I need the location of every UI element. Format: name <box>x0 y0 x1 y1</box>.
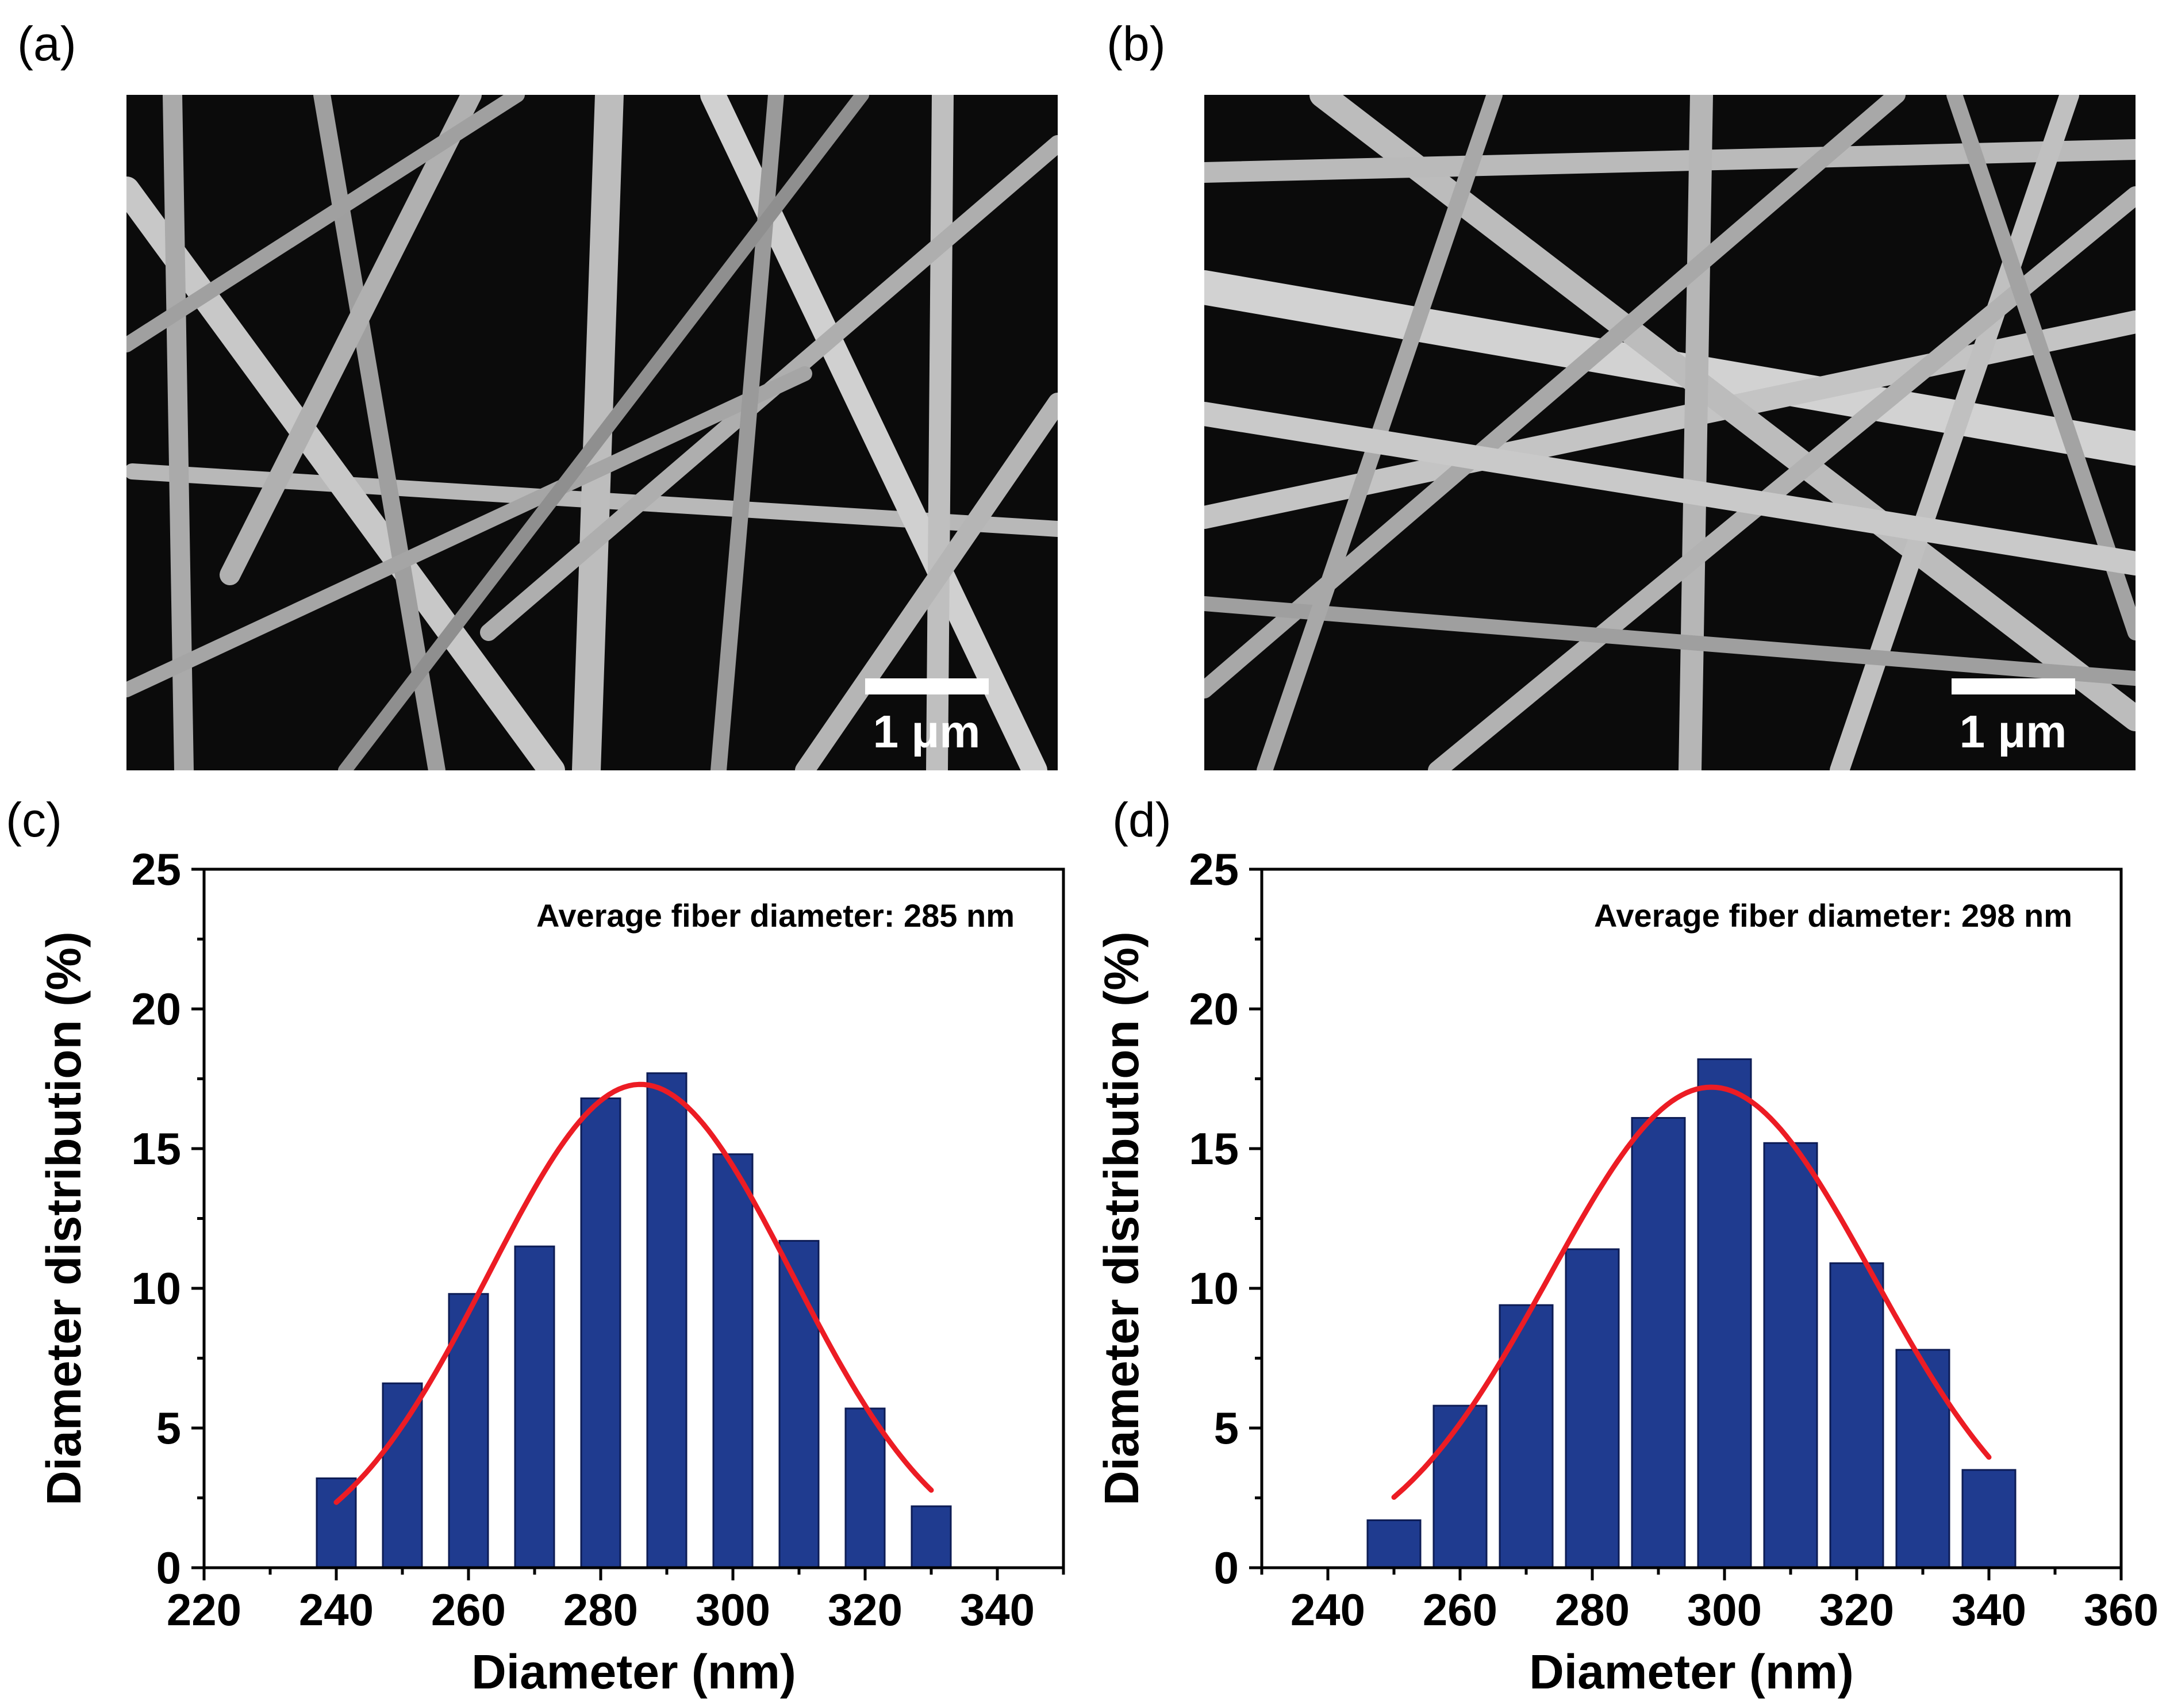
y-tick-label-d-20: 20 <box>1189 984 1239 1034</box>
y-tick-label-c-0: 0 <box>156 1542 181 1593</box>
x-axis-title-c: Diameter (nm) <box>471 1645 796 1699</box>
panel-label-c: (c) <box>6 793 62 847</box>
bar-c-250 <box>382 1382 423 1569</box>
y-tick-label-c-10: 10 <box>131 1263 181 1314</box>
bar-d-310 <box>1763 1142 1818 1569</box>
x-axis-title-d: Diameter (nm) <box>1529 1645 1854 1699</box>
x-tick-label-c-340: 340 <box>960 1584 1035 1635</box>
x-tick-label-d-260: 260 <box>1423 1584 1497 1635</box>
sem-image-a: 1 μm <box>126 95 1058 770</box>
panel-label-d: (d) <box>1112 793 1172 847</box>
bar-c-330 <box>911 1505 952 1569</box>
x-tick-label-c-260: 260 <box>431 1584 506 1635</box>
gaussian-fit-curve-c <box>333 1081 934 1505</box>
y-tick-label-d-10: 10 <box>1189 1263 1239 1314</box>
bar-d-300 <box>1697 1058 1752 1569</box>
average-diameter-annotation-d: Average fiber diameter: 298 nm <box>1594 897 2072 934</box>
y-tick-label-d-0: 0 <box>1214 1542 1239 1593</box>
bar-d-320 <box>1829 1262 1884 1569</box>
x-tick-label-d-240: 240 <box>1291 1584 1365 1635</box>
fiber-network-a <box>126 95 1058 770</box>
sem-image-b: 1 μm <box>1204 95 2136 770</box>
y-tick-label-d-15: 15 <box>1189 1123 1239 1174</box>
average-diameter-annotation-c: Average fiber diameter: 285 nm <box>536 897 1015 934</box>
x-tick-label-c-300: 300 <box>696 1584 770 1635</box>
panel-label-b: (b) <box>1107 17 1166 71</box>
y-tick-label-c-20: 20 <box>131 984 181 1034</box>
x-tick-label-c-240: 240 <box>299 1584 374 1635</box>
bar-d-270 <box>1499 1304 1554 1569</box>
x-tick-label-d-320: 320 <box>1819 1584 1894 1635</box>
bar-c-280 <box>580 1097 621 1569</box>
histogram-chart-d: 240 260 280 300 320 340 360 0 5 10 15 20 25 Diameter … <box>1094 844 2159 1699</box>
plot-frame-d <box>1260 868 2123 1569</box>
gaussian-fit-curve-d <box>1391 1084 1992 1500</box>
x-tick-label-d-300: 300 <box>1687 1584 1762 1635</box>
bar-d-250 <box>1366 1519 1422 1569</box>
y-tick-label-d-25: 25 <box>1189 844 1239 895</box>
x-tick-label-d-280: 280 <box>1555 1584 1630 1635</box>
y-tick-label-c-5: 5 <box>156 1403 181 1453</box>
bar-c-290 <box>646 1072 688 1569</box>
y-tick-label-c-15: 15 <box>131 1123 181 1174</box>
plot-frame-c <box>202 868 1065 1569</box>
y-axis-title-c: Diameter distribution (%) <box>37 931 91 1506</box>
x-tick-label-c-320: 320 <box>828 1584 902 1635</box>
scale-bar-b <box>1952 678 2075 694</box>
bar-c-320 <box>844 1407 886 1569</box>
scale-bar-a <box>865 678 989 694</box>
x-tick-label-c-280: 280 <box>563 1584 638 1635</box>
panel-label-a: (a) <box>17 17 76 71</box>
bar-d-260 <box>1432 1404 1488 1569</box>
bar-d-330 <box>1895 1349 1950 1569</box>
scale-bar-label-b: 1 μm <box>1960 706 2067 757</box>
bar-d-340 <box>1961 1469 2017 1569</box>
x-tick-label-c-220: 220 <box>167 1584 241 1635</box>
x-tick-label-d-340: 340 <box>1952 1584 2026 1635</box>
y-axis-title-d: Diameter distribution (%) <box>1094 931 1149 1506</box>
bar-d-290 <box>1631 1117 1686 1569</box>
fiber-network-b <box>1204 95 2136 770</box>
y-tick-label-d-5: 5 <box>1214 1403 1239 1453</box>
y-tick-label-c-25: 25 <box>131 844 181 895</box>
bar-d-280 <box>1565 1248 1620 1569</box>
bar-c-270 <box>514 1245 555 1569</box>
x-tick-label-d-360: 360 <box>2084 1584 2159 1635</box>
histogram-chart-c: 220 240 260 280 300 320 340 0 5 10 15 20 25 Diameter … <box>37 844 1065 1699</box>
scale-bar-label-a: 1 μm <box>873 706 981 757</box>
bar-c-300 <box>712 1153 754 1569</box>
